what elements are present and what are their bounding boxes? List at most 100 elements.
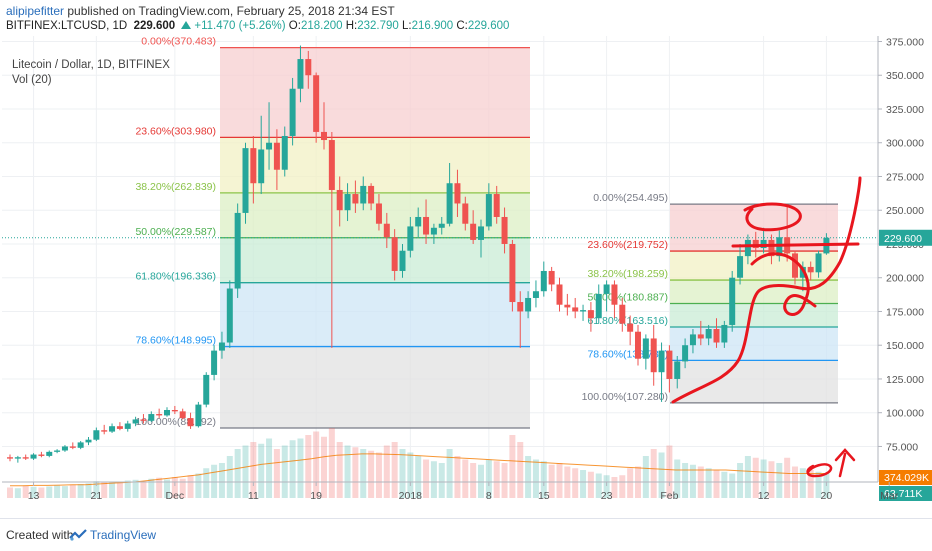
candle-body [595, 293, 602, 319]
volume-bar [658, 452, 665, 498]
candle-body [164, 410, 170, 416]
candle-body [564, 304, 571, 308]
candle-body [705, 329, 712, 339]
time-tick-label: 19 [310, 490, 322, 502]
fib-left-level-label: 50.00%(229.587) [135, 226, 216, 238]
volume-bar [737, 463, 744, 498]
volume-bar [187, 475, 194, 498]
candle-body [69, 446, 76, 448]
close-value: 229.600 [467, 20, 510, 32]
candle-body [744, 239, 751, 257]
candle-body [603, 284, 610, 294]
candle-body [399, 250, 406, 271]
volume-bar [689, 464, 696, 498]
price-change: +11.470 (+5.26%) [194, 20, 286, 32]
volume-bar [493, 461, 500, 498]
candle-body [792, 253, 798, 278]
candle-body [768, 239, 775, 257]
volume-bar [242, 445, 249, 498]
volume-bar [281, 445, 288, 498]
candle-body [77, 442, 84, 448]
volume-bar [38, 487, 45, 498]
open-label: O: [288, 20, 301, 32]
candle-body [540, 270, 547, 292]
volume-bar [344, 445, 351, 498]
price-chart[interactable]: 0.00%(370.483) 23.60%(303.980) 38.20%(262.… [0, 36, 932, 518]
volume-bar [195, 473, 202, 498]
last-price-badge-label: 229.600 [884, 233, 922, 245]
time-tick-label: Feb [660, 490, 678, 502]
time-tick-label: 23 [601, 490, 613, 502]
price-tick-label: 125.000 [886, 374, 924, 386]
candle-body [454, 183, 461, 204]
candle-body [493, 194, 500, 217]
candle-body [815, 253, 822, 273]
volume-bar [140, 481, 147, 498]
volume-bar [446, 449, 453, 498]
fib-left-level-label: 78.60%(148.995) [135, 335, 216, 347]
candle-body [218, 342, 225, 351]
price-tick-label: 275.000 [886, 171, 924, 183]
tradingview-brand-link[interactable]: TradingView [90, 528, 157, 542]
volume-bar [430, 461, 437, 498]
quote-line: BITFINEX:LTCUSD, 1D 229.600 +11.470 (+5.… [6, 20, 509, 32]
volume-bar [61, 486, 68, 498]
volume-bar [580, 470, 587, 498]
volume-bar [556, 463, 563, 498]
volume-bar [627, 468, 634, 498]
volume-badge-label: 63.711K [884, 488, 922, 500]
candle-body [211, 350, 218, 375]
volume-bar [721, 471, 728, 498]
volume-bar [69, 484, 76, 498]
candle-body [760, 239, 767, 249]
candle-body [203, 374, 210, 405]
volume-bar [352, 447, 359, 498]
volume-bar [93, 481, 100, 498]
volume-bar [532, 459, 539, 498]
volume-bar [776, 463, 783, 498]
volume-bar [258, 443, 265, 498]
author-link[interactable]: alipipefitter [6, 4, 65, 18]
volume-bar [54, 485, 61, 498]
candle-body [352, 194, 359, 204]
volume-bar [218, 463, 225, 498]
candle-body [548, 270, 555, 285]
volume-bar [250, 442, 257, 498]
candle-body [266, 142, 273, 150]
volume-bar [266, 438, 273, 498]
time-tick-label: Dec [166, 490, 185, 502]
volume-ma-badge [879, 470, 932, 485]
price-tick-label: 200.000 [886, 273, 924, 285]
candle-body [525, 297, 532, 312]
candle-body [360, 185, 367, 204]
candle-body [572, 307, 579, 312]
volume-bar [572, 468, 579, 498]
price-axis-panel[interactable] [878, 36, 932, 482]
volume-bar [14, 488, 21, 498]
volume-bar [423, 459, 430, 498]
candle-body [171, 410, 178, 412]
candle-body [368, 185, 375, 204]
candle-body [619, 304, 626, 324]
candle-body [258, 149, 265, 184]
price-tick-label: 150.000 [886, 340, 924, 352]
candle-body [462, 203, 469, 224]
candle-body [752, 239, 759, 249]
volume-bar [611, 477, 618, 498]
volume-bar [438, 463, 445, 498]
volume-bar [705, 468, 712, 498]
fib-right-zone [670, 303, 838, 327]
fib-left-zone [220, 47, 530, 138]
candle-body [697, 334, 704, 339]
volume-bar [478, 464, 484, 498]
volume-bar [752, 457, 759, 498]
volume-bar [273, 449, 280, 498]
candle-body [305, 59, 312, 76]
candle-body [423, 216, 430, 235]
annotation-up-arrow [834, 448, 856, 478]
fib-right-level-label: 38.20%(198.259) [587, 268, 668, 280]
candle-body [674, 361, 681, 379]
volume-bar [383, 445, 390, 498]
close-label: C: [456, 20, 468, 32]
candle-body [642, 338, 649, 359]
